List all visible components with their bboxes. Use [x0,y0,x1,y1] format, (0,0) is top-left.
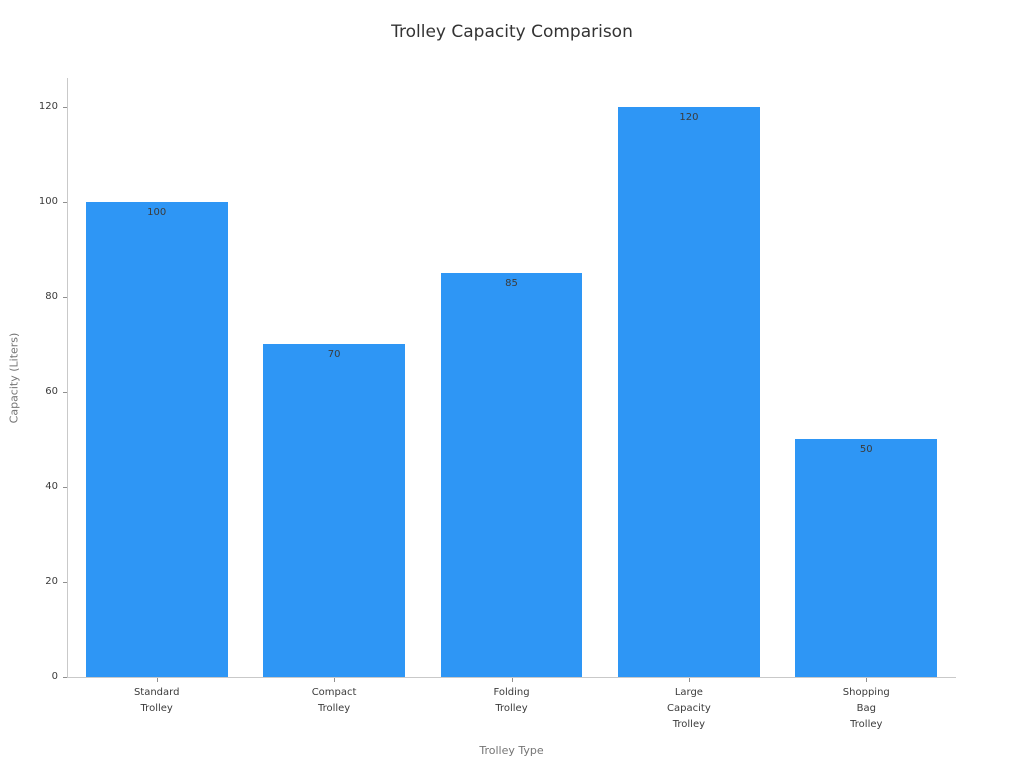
x-tick-label-line: Large [674,687,703,698]
y-tick-label: 20 [45,575,58,587]
chart-title: Trolley Capacity Comparison [391,22,633,42]
y-tick-mark [63,391,67,393]
y-tick-label: 0 [51,671,58,682]
y-axis-label: Capacity (Liters) [7,332,21,424]
x-axis-line [67,677,956,678]
x-tick-label-line: Trolley [850,719,883,730]
y-tick-label: 80 [45,290,58,302]
bar-value-label-1: 70 [327,349,341,361]
bar-1 [263,344,406,677]
x-tick-label-line: Trolley [140,703,173,714]
x-tick-label-line: Capacity [667,703,711,714]
x-tick-label-line: Trolley [495,703,528,714]
x-tick-label-line: Trolley [317,703,351,714]
x-tick-label-4: Shopping Bag Trolley [778,685,955,733]
y-tick-mark [63,106,67,108]
x-tick-mark [156,678,158,682]
y-tick-label: 60 [45,385,58,397]
x-tick-label-2: Folding Trolley [423,685,600,717]
x-tick-label-1: Compact Trolley [245,685,422,717]
x-tick-label-line: Standard [133,687,180,698]
y-tick-mark [63,486,67,488]
bar-0 [85,201,228,677]
y-axis-line [67,78,68,678]
x-tick-label-line: Trolley [672,719,706,730]
y-tick-label: 120 [38,100,58,112]
y-tick-label: 40 [45,480,58,492]
y-tick-mark [63,581,67,583]
bar-value-label-3: 120 [679,111,699,123]
x-tick-label-3: Large Capacity Trolley [600,685,777,733]
x-tick-label-line: Folding [493,687,530,698]
x-tick-label-line: Compact [311,687,357,698]
bar-4 [795,439,938,677]
y-tick-label: 100 [38,195,58,207]
x-tick-mark [866,678,868,682]
x-axis-label: Trolley Type [479,744,544,757]
x-tick-label-line: Bag [856,703,876,714]
x-tick-label-line: Shopping [842,687,890,698]
bar-value-label-2: 85 [505,277,518,289]
x-tick-mark [511,678,513,682]
bar-value-label-0: 100 [147,206,167,218]
y-tick-mark [63,677,67,678]
bar-2 [440,272,583,677]
x-tick-label-0: Standard Trolley [68,685,245,717]
y-tick-mark [63,201,67,203]
x-tick-mark [334,678,336,682]
x-tick-mark [688,678,690,682]
bar-3 [617,106,760,677]
y-tick-mark [63,296,67,298]
bar-value-label-4: 50 [859,444,873,456]
